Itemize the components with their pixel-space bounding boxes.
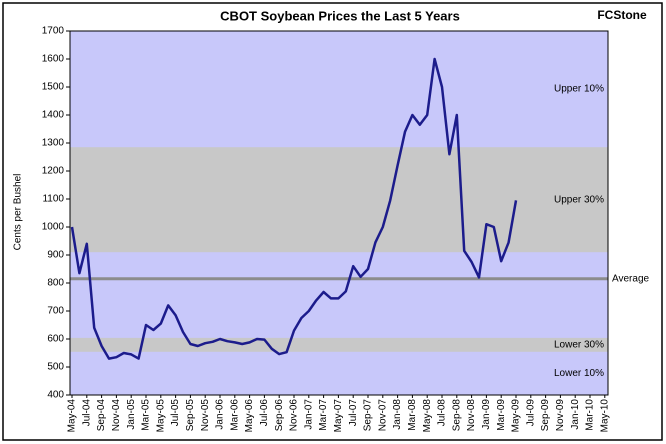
x-tick-label: Mar-10 <box>585 399 596 431</box>
x-tick-label: Mar-08 <box>407 399 418 431</box>
band <box>70 351 608 395</box>
x-tick-label: Nov-09 <box>555 399 566 432</box>
x-tick-label: Nov-05 <box>200 399 211 432</box>
x-tick-label: Jan-09 <box>481 399 492 430</box>
y-axis-label: Cents per Bushel <box>13 174 24 251</box>
plot-border <box>69 30 609 396</box>
band <box>70 147 608 253</box>
x-tick-label: Sep-08 <box>451 399 462 432</box>
x-tick-label: Nov-07 <box>377 399 388 432</box>
y-tick-label: 1200 <box>42 166 65 177</box>
y-tick-label: 600 <box>47 334 64 345</box>
band-label: Lower 30% <box>554 340 604 351</box>
band-label: Lower 10% <box>554 368 604 379</box>
y-tick-label: 1600 <box>42 54 65 65</box>
x-tick-label: Mar-05 <box>141 399 152 431</box>
x-tick-label: Sep-05 <box>185 399 196 432</box>
y-tick-label: 1100 <box>42 194 64 205</box>
price-line <box>70 57 518 360</box>
x-tick-label: Sep-07 <box>363 399 374 432</box>
x-tick-label: Jan-07 <box>303 399 314 430</box>
y-tick-label: 800 <box>47 278 64 289</box>
x-tick-label: Jan-08 <box>392 399 403 430</box>
x-tick-label: Sep-04 <box>96 399 107 432</box>
x-tick-label: Jul-05 <box>170 399 181 427</box>
y-tick-label: 1400 <box>42 110 65 121</box>
y-tick-label: 1700 <box>42 26 65 37</box>
band-label: Upper 10% <box>554 84 604 95</box>
y-tick-label: 700 <box>47 306 64 317</box>
x-tick-label: Jul-06 <box>259 399 270 427</box>
x-tick-label: Mar-09 <box>496 399 507 431</box>
x-tick-label: Nov-06 <box>289 399 300 432</box>
y-tick-label: 1300 <box>42 138 65 149</box>
band-label: Upper 30% <box>554 194 604 205</box>
x-tick-label: Jul-08 <box>437 399 448 427</box>
y-tick-label: 900 <box>47 250 64 261</box>
x-tick-label: Sep-06 <box>274 399 285 432</box>
chart-title: CBOT Soybean Prices the Last 5 Years <box>220 8 460 23</box>
y-tick-label: 1000 <box>42 222 65 233</box>
x-tick-label: May-06 <box>244 399 255 433</box>
x-tick-label: May-05 <box>155 399 166 433</box>
x-tick-label: Jan-10 <box>570 399 581 430</box>
x-tick-label: Jan-06 <box>215 399 226 430</box>
y-tick-label: 400 <box>47 390 64 401</box>
x-tick-label: May-04 <box>67 399 78 433</box>
band <box>70 31 608 148</box>
average-label: Average <box>612 273 650 284</box>
x-tick-label: Nov-04 <box>111 399 122 432</box>
y-tick-label: 1500 <box>42 82 65 93</box>
x-tick-label: Nov-08 <box>466 399 477 432</box>
band <box>70 337 608 352</box>
brand: FCStone <box>597 8 647 22</box>
x-tick-label: Jul-09 <box>525 399 536 427</box>
x-tick-label: Jul-07 <box>348 399 359 427</box>
x-tick-label: Jul-04 <box>81 399 92 427</box>
x-tick-label: Mar-06 <box>229 399 240 431</box>
x-tick-label: May-09 <box>511 399 522 433</box>
x-tick-label: Mar-07 <box>318 399 329 431</box>
x-tick-label: Jan-05 <box>126 399 137 430</box>
x-tick-label: May-07 <box>333 399 344 433</box>
y-tick-label: 500 <box>47 362 64 373</box>
x-tick-label: Sep-09 <box>540 399 551 432</box>
x-tick-label: May-08 <box>422 399 433 433</box>
x-tick-label: May-10 <box>599 399 610 433</box>
